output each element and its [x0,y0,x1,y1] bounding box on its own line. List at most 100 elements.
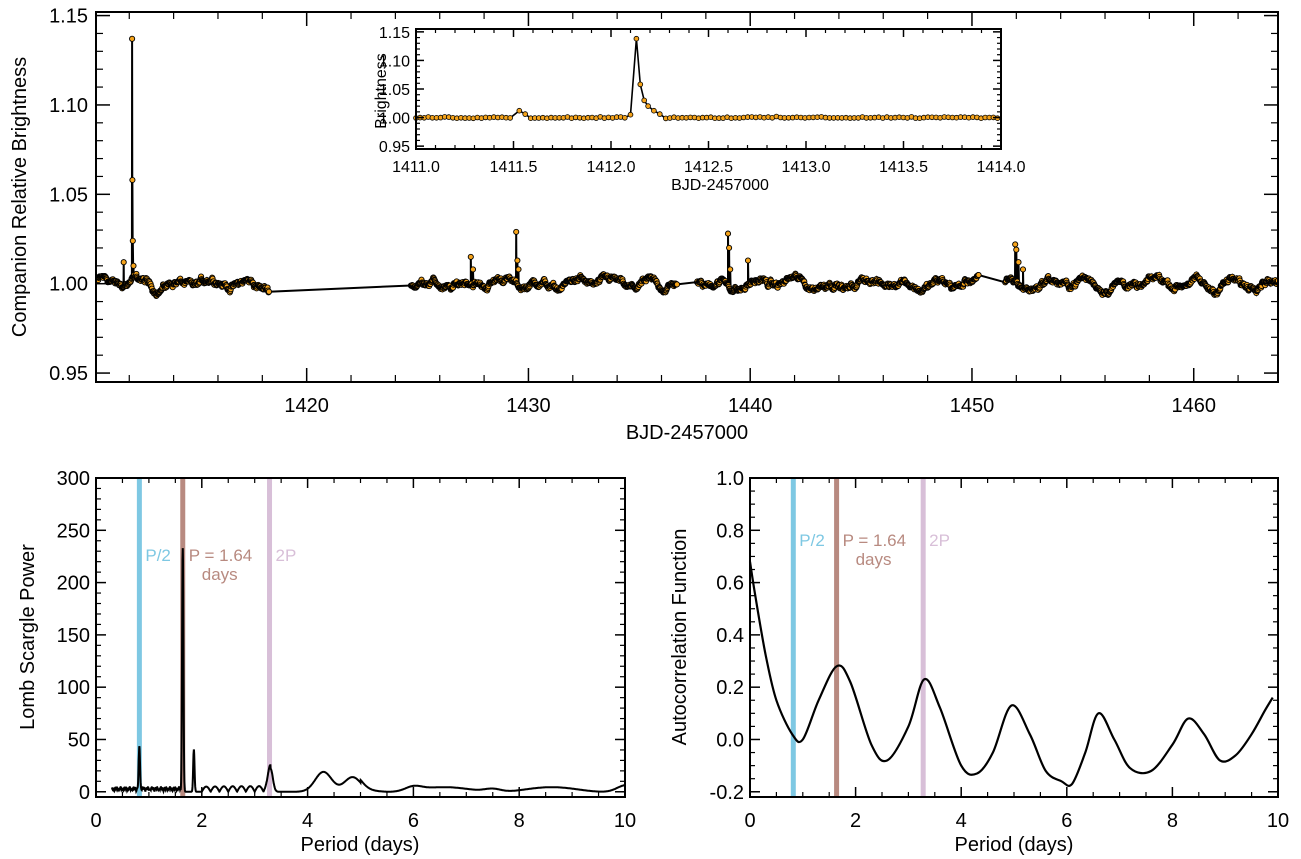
lightcurve-ticks [96,12,1278,382]
lightcurve-ytick-label: 1.10 [49,95,88,117]
lightcurve-ylabel: Companion Relative Brightness [9,57,31,337]
inset-ytick-label: 0.95 [379,139,410,156]
lightcurve-ytick-label: 0.95 [49,363,88,385]
lomb-scargle-ytick-label: 200 [57,573,90,595]
period-marker-label: P/2 [799,531,825,550]
lightcurve-point [1015,259,1022,266]
lomb-scargle-ytick-label: 0 [79,782,90,804]
lomb-scargle-frame [95,477,626,798]
inset-point [651,107,657,114]
lightcurve-ytick-label: 1.15 [49,6,88,28]
lomb-scargle-curve [110,548,626,795]
lomb-scargle-ytick-label: 300 [57,468,90,490]
inset-ylabel: Brightness [373,53,390,129]
lomb-scargle-ytick-label: 250 [57,520,90,542]
lightcurve-point [724,230,732,237]
inset-panel: 0.951.001.051.101.15 1411.0 1411.5 1412.0 1… [373,25,1026,194]
inset-ytick-labels: 0.95 1.00 1.05 1.10 1.15 [379,25,410,156]
lightcurve-point [1012,241,1019,248]
inset-point [637,81,644,88]
lightcurve-frame [95,11,1279,383]
lightcurve-point [130,262,137,269]
lomb-scargle-ylabel: Lomb Scargle Power [17,544,39,730]
lightcurve-point [514,257,521,264]
lightcurve-xtick-label: 1460 [1171,395,1216,417]
inset-ytick-label: 1.00 [379,111,410,128]
inset-xtick-label: 1413.5 [879,159,928,176]
lomb-scargle-ytick-labels: 0 50 100 150 200 250 300 [57,468,90,804]
period-marker-label: P/2 [145,546,171,565]
period-marker-label: 2P [929,531,950,550]
lightcurve-xtick-label: 1440 [728,395,773,417]
autocorrelation-ylabel: Autocorrelation Function [669,529,691,746]
lightcurve-point [673,281,681,288]
lightcurve-panel: 0.95 1.00 1.05 1.10 1.15 1420 1430 1440 1450 146… [9,6,1279,444]
lightcurve-ytick-label: 1.05 [49,184,88,206]
lightcurve-point [1013,246,1020,253]
inset-point [507,115,514,121]
lightcurve-point [129,35,136,42]
inset-ytick-label: 1.15 [379,25,410,42]
inset-ytick-label: 1.10 [379,53,410,70]
lomb-scargle-ytick-label: 150 [57,625,90,647]
period-marker-label: P = 1.64 [189,546,253,565]
autocorrelation-ytick-label: 0.2 [716,677,744,699]
autocorrelation-ytick-label: 0.8 [716,520,744,542]
inset-point [621,115,628,121]
lomb-scargle-xtick-label: 4 [302,810,313,832]
lomb-scargle-data [110,548,626,795]
lomb-scargle-xtick-label: 10 [614,810,636,832]
autocorrelation-ticks [749,477,1279,797]
lightcurve-point [469,266,477,273]
inset-xtick-label: 1412.0 [587,159,636,176]
inset-point [645,103,651,109]
lightcurve-point [975,271,982,279]
autocorrelation-xlabel: Period (days) [955,834,1074,856]
autocorrelation-xtick-label: 4 [956,810,967,832]
inset-xtick-labels: 1411.0 1411.5 1412.0 1412.5 1413.0 1413.5 1414… [392,159,1025,176]
inset-xlabel: BJD-2457000 [671,177,769,194]
lomb-scargle-ytick-label: 100 [57,677,90,699]
lightcurve-xlabel: BJD-2457000 [626,422,748,444]
lightcurve-point [1019,266,1027,273]
inset-point [633,35,640,42]
lightcurve-point [120,259,127,266]
inset-background [416,29,1001,149]
lomb-scargle-xtick-label: 0 [90,810,101,832]
lomb-scargle-xtick-label: 8 [514,810,525,832]
inset-point [656,111,663,117]
autocorrelation-xtick-labels: 0 2 4 6 8 10 [744,810,1289,832]
autocorrelation-data [748,561,1274,787]
lightcurve-point [726,244,733,251]
lightcurve-point [727,266,734,273]
inset-xtick-label: 1414.0 [977,159,1026,176]
lomb-scargle-ticks [95,477,626,797]
lightcurve-point [515,266,522,273]
lightcurve-xtick-label: 1430 [506,395,551,417]
inset-point [627,111,634,118]
autocorrelation-ytick-label: -0.2 [710,782,744,804]
period-marker-label: 2P [276,546,297,565]
inset-data [413,35,1001,122]
lomb-scargle-ytick-label: 50 [68,729,90,751]
inset-ytick-label: 1.05 [379,82,410,99]
autocorrelation-ytick-label: 1.0 [716,468,744,490]
lightcurve-xtick-label: 1450 [950,395,995,417]
lightcurve-ytick-label: 1.00 [49,274,88,296]
autocorrelation-frame [749,477,1279,798]
inset-xtick-label: 1411.5 [490,159,538,176]
inset-point [641,97,647,104]
lightcurve-point [744,257,752,264]
autocorrelation-xtick-label: 10 [1267,810,1289,832]
autocorrelation-ytick-label: 0.0 [716,729,744,751]
autocorrelation-ytick-label: 0.6 [716,573,744,595]
inset-xtick-label: 1412.5 [684,159,733,176]
inset-xtick-label: 1413.0 [782,159,831,176]
autocorrelation-xtick-label: 6 [1061,810,1072,832]
autocorrelation-curve [748,561,1274,787]
lightcurve-ytick-labels: 0.95 1.00 1.05 1.10 1.15 [49,6,88,385]
